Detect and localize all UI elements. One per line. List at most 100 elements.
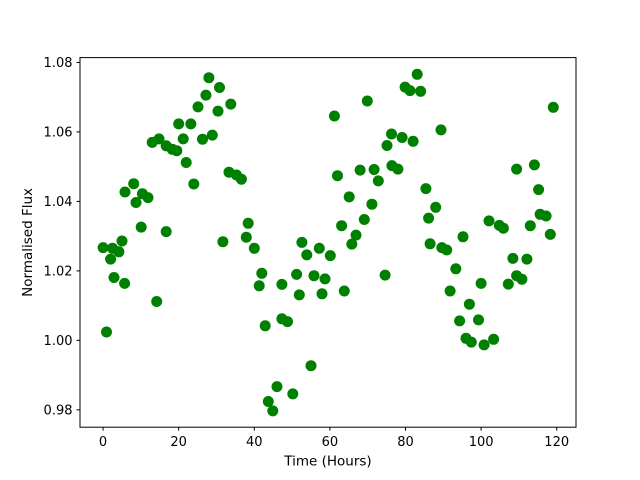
data-point [242, 217, 254, 229]
data-point [350, 229, 362, 241]
data-point [200, 89, 212, 101]
data-point [105, 253, 117, 265]
data-point [267, 405, 279, 417]
data-point [253, 280, 265, 292]
data-point [540, 210, 552, 222]
data-point [483, 215, 495, 227]
data-point [177, 133, 189, 145]
data-point [173, 118, 185, 130]
data-point [328, 110, 340, 122]
data-point [454, 315, 466, 327]
data-point [361, 95, 373, 107]
data-point [488, 333, 500, 345]
data-point [108, 272, 120, 283]
data-point [316, 288, 328, 300]
data-point [424, 238, 436, 250]
data-point [346, 238, 358, 250]
ticks-layer: 0 20 40 60 80 100 120 0.98 1.00 1.02 1.04 1.06 1.08 [44, 56, 570, 450]
data-point [332, 170, 343, 182]
x-tick-label: 20 [170, 435, 187, 450]
data-point [293, 289, 305, 301]
data-point [235, 173, 247, 185]
data-point [142, 192, 154, 204]
data-point [287, 388, 299, 400]
data-point [262, 396, 274, 407]
data-point [533, 184, 545, 196]
data-point [276, 278, 288, 290]
data-point [386, 128, 397, 140]
data-point [441, 244, 453, 256]
data-point [101, 326, 112, 338]
data-point [308, 270, 320, 282]
data-point [381, 140, 393, 151]
data-point [407, 135, 419, 147]
data-point [171, 145, 183, 157]
data-point [372, 175, 384, 187]
data-point [214, 82, 225, 93]
data-point [130, 197, 142, 208]
data-point [511, 163, 523, 175]
data-point [343, 191, 355, 203]
data-point [497, 222, 509, 234]
data-point [160, 226, 172, 238]
data-point [396, 132, 408, 143]
data-point [296, 236, 308, 248]
y-tick-label: 1.08 [44, 56, 73, 71]
data-point [271, 381, 283, 393]
data-point [180, 157, 192, 168]
data-point [423, 212, 435, 224]
data-point [544, 228, 556, 240]
x-tick-label: 0 [99, 435, 107, 450]
data-point [256, 267, 268, 279]
data-point [319, 273, 331, 285]
data-point [502, 278, 514, 290]
data-point [248, 242, 260, 254]
data-point [291, 268, 303, 280]
data-point [259, 320, 271, 332]
data-point [524, 220, 536, 232]
data-point [217, 236, 229, 248]
data-point [313, 242, 325, 254]
x-axis-label: Time (Hours) [283, 454, 371, 470]
data-point [206, 129, 218, 141]
data-point [507, 252, 519, 264]
x-tick-label: 40 [246, 435, 263, 450]
x-tick-label: 80 [397, 435, 414, 450]
y-tick-label: 1.06 [44, 125, 73, 140]
x-tick-label: 120 [544, 435, 569, 450]
data-point [475, 277, 487, 289]
data-point [444, 285, 456, 297]
data-point [478, 339, 490, 351]
data-point [392, 163, 404, 175]
data-point [305, 360, 317, 372]
data-point [411, 68, 423, 80]
data-point [197, 133, 208, 145]
data-point [516, 273, 528, 285]
data-point [153, 133, 165, 145]
data-point [301, 249, 313, 261]
data-points-layer [97, 68, 559, 417]
y-tick-label: 1.00 [44, 334, 73, 349]
data-point [358, 214, 370, 225]
x-tick-label: 60 [322, 435, 339, 450]
data-point [188, 178, 200, 190]
data-point [240, 231, 252, 243]
data-point [473, 314, 484, 326]
data-point [354, 164, 366, 176]
data-point [435, 124, 447, 136]
data-point [547, 101, 559, 113]
data-point [128, 178, 140, 190]
data-point [225, 98, 237, 110]
data-point [521, 253, 533, 265]
data-point [379, 269, 391, 281]
data-point [212, 105, 224, 117]
data-point [119, 186, 131, 198]
data-point [282, 316, 293, 328]
data-point [415, 85, 427, 97]
y-tick-label: 0.98 [44, 403, 73, 418]
data-point [203, 72, 215, 84]
data-point [463, 298, 475, 310]
data-point [116, 235, 128, 247]
data-point [151, 296, 163, 307]
